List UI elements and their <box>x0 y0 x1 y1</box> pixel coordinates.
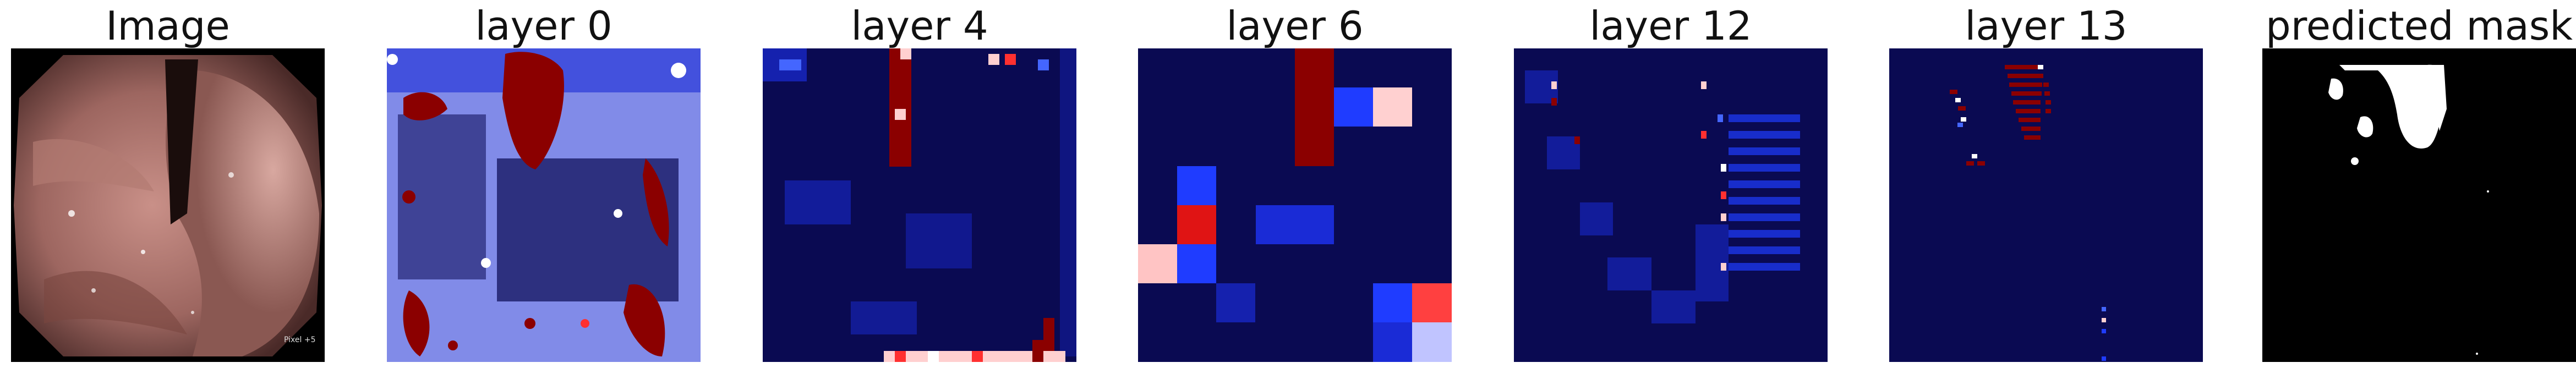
layer-4-heatmap <box>763 48 1076 362</box>
panel-layer-4: layer 4 <box>763 0 1076 368</box>
layer-6-attention-map <box>1138 48 1452 362</box>
layer-12-heatmap <box>1514 48 1828 362</box>
predicted-mask-shape <box>2262 48 2576 362</box>
layer-13-heatmap <box>1889 48 2203 362</box>
panel-predicted-mask: predicted mask <box>2262 0 2576 368</box>
panel-layer-12: layer 12 <box>1514 0 1828 368</box>
panel-layer-13: layer 13 <box>1889 0 2203 368</box>
endoscopy-image: Pixel +5 <box>11 48 325 362</box>
layer-4-attention-map <box>763 48 1076 362</box>
panel-title: layer 6 <box>1138 2 1452 50</box>
panel-title: layer 12 <box>1514 2 1828 50</box>
image-watermark: Pixel +5 <box>284 336 315 344</box>
predicted-mask-image <box>2262 48 2576 362</box>
layer-12-attention-map <box>1514 48 1828 362</box>
panel-layer-6: layer 6 <box>1138 0 1452 368</box>
panel-title: layer 13 <box>1889 2 2203 50</box>
layer-13-attention-map <box>1889 48 2203 362</box>
panel-title: predicted mask <box>2262 2 2576 50</box>
panel-title: Image <box>11 2 325 50</box>
endoscopy-photo: Pixel +5 <box>11 48 325 362</box>
layer-0-attention-map <box>387 48 701 362</box>
panel-title: layer 4 <box>763 2 1076 50</box>
layer-0-heatmap <box>387 48 701 362</box>
panel-title: layer 0 <box>387 2 701 50</box>
layer-6-heatmap <box>1138 48 1452 362</box>
panel-image: Image <box>11 0 325 368</box>
panel-layer-0: layer 0 <box>387 0 701 368</box>
